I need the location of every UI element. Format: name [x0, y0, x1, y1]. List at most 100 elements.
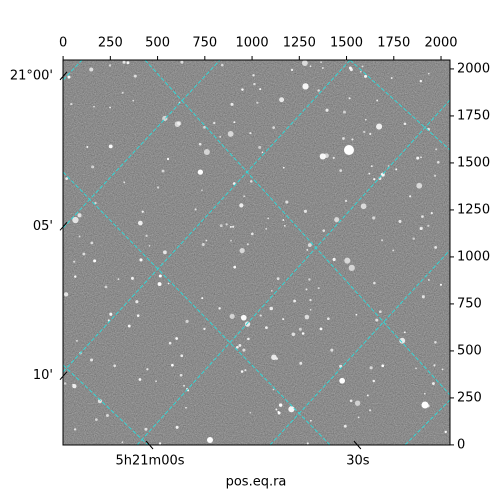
y-tick-label: 1750 [457, 108, 490, 123]
star [77, 213, 82, 218]
star [95, 418, 98, 422]
star [232, 182, 236, 185]
star [421, 215, 424, 218]
star [339, 169, 343, 173]
star [157, 282, 162, 286]
star [317, 89, 320, 92]
star [108, 144, 113, 149]
star [249, 132, 252, 135]
star [299, 361, 303, 365]
star [239, 247, 245, 254]
star [171, 363, 174, 367]
star [105, 413, 109, 417]
star [369, 409, 372, 412]
star [220, 63, 224, 67]
star [177, 121, 182, 126]
star [351, 138, 354, 141]
star [390, 77, 393, 79]
star [343, 424, 347, 428]
star [232, 225, 235, 228]
star [431, 382, 435, 385]
star [236, 345, 239, 349]
star [72, 384, 77, 389]
star [127, 324, 131, 328]
star [138, 378, 142, 381]
wcs-grid [63, 60, 450, 445]
star [416, 156, 420, 160]
star [241, 88, 244, 91]
star [322, 229, 326, 232]
star [344, 257, 351, 264]
x-tick-label: 2000 [424, 36, 457, 51]
star [139, 258, 143, 262]
star [269, 306, 274, 311]
star [372, 216, 376, 220]
star [146, 368, 149, 371]
star [305, 288, 308, 291]
star [441, 368, 444, 371]
dec-tick-label: 10' [33, 368, 53, 383]
wcs-line [404, 399, 450, 445]
x-tick-label: 1000 [236, 36, 269, 51]
star [360, 203, 367, 210]
star [168, 341, 172, 345]
star [246, 243, 249, 246]
star [373, 281, 376, 285]
wcs-line [63, 60, 351, 373]
star [180, 60, 184, 64]
star [381, 364, 385, 368]
star [307, 243, 312, 247]
star [319, 327, 323, 331]
star [82, 252, 86, 256]
star [73, 428, 77, 431]
star [369, 132, 372, 136]
star [279, 97, 285, 103]
star [93, 105, 95, 108]
star [161, 169, 165, 173]
dec-tick [59, 71, 68, 81]
star [430, 212, 433, 215]
star [366, 394, 369, 397]
star [198, 142, 202, 146]
star [166, 157, 170, 161]
star [229, 313, 235, 319]
star [348, 97, 351, 100]
star [225, 223, 228, 226]
star [298, 327, 302, 331]
star [267, 217, 270, 220]
wcs-line [349, 60, 450, 151]
star [183, 384, 186, 387]
wcs-line [63, 60, 221, 229]
star [155, 380, 157, 383]
y-tick-label: 750 [457, 296, 482, 311]
star [293, 299, 297, 303]
star [427, 278, 430, 281]
star [259, 314, 262, 317]
star [233, 121, 236, 124]
star [427, 72, 430, 75]
star [415, 367, 417, 370]
y-tick-label: 1000 [457, 249, 490, 264]
star [130, 276, 134, 280]
x-axis-label: pos.eq.ra [226, 475, 287, 490]
star [265, 326, 268, 329]
star [325, 108, 329, 112]
dec-tick [59, 371, 68, 381]
star [240, 314, 247, 321]
star [242, 348, 246, 352]
star [163, 250, 167, 255]
star [94, 201, 97, 205]
dec-tick-label: 05' [33, 219, 53, 234]
star [277, 410, 280, 413]
x-tick-label: 1750 [377, 36, 410, 51]
star [252, 74, 255, 77]
ra-tick [353, 440, 362, 450]
star [303, 209, 307, 213]
star [203, 125, 206, 129]
star [239, 203, 244, 208]
star [395, 168, 398, 171]
star [421, 401, 429, 409]
star [444, 430, 447, 434]
